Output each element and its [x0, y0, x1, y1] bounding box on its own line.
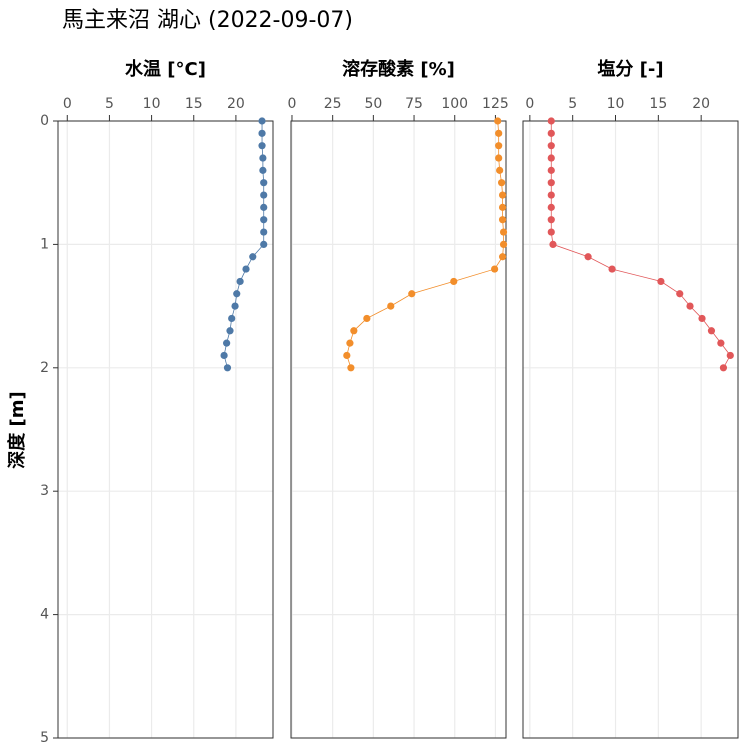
profile-point — [547, 154, 555, 162]
x-tick-label: 0 — [525, 96, 534, 112]
profile-point — [498, 253, 507, 261]
profile-point — [260, 228, 268, 236]
x-tick-label: 10 — [143, 96, 161, 112]
profile-point — [495, 129, 503, 137]
profile-point — [236, 277, 244, 286]
chart-title: 馬主来沼 湖心 (2022-09-07) — [62, 8, 353, 33]
profile-point — [408, 290, 416, 298]
profile-point — [547, 203, 555, 211]
profile-point — [260, 179, 268, 187]
profile-point — [498, 203, 507, 211]
profile-point — [259, 166, 267, 174]
profile-point — [258, 142, 266, 150]
panel-border — [290, 120, 507, 739]
x-tick-label: 5 — [105, 96, 114, 112]
profile-point — [494, 117, 502, 125]
profile-point — [499, 228, 508, 236]
x-tick-label: 125 — [482, 96, 509, 112]
profile-point — [547, 191, 555, 199]
panel-title: 溶存酸素 [%] — [342, 58, 455, 80]
profile-point — [547, 166, 555, 174]
profile-point — [698, 314, 706, 323]
profile-point — [608, 265, 616, 273]
profile-point — [233, 290, 241, 298]
y-tick-label: 3 — [40, 483, 49, 499]
panel-border — [522, 120, 739, 739]
profile-point — [228, 314, 236, 323]
panel-title: 水温 [°C] — [125, 58, 206, 80]
profile-point — [231, 302, 239, 310]
profile-point — [363, 314, 371, 323]
profile-point — [346, 339, 354, 347]
profile-point — [249, 253, 257, 261]
profile-point — [259, 154, 267, 162]
y-tick-label: 1 — [40, 236, 49, 252]
profile-point — [350, 327, 358, 335]
profile-point — [547, 142, 555, 150]
profile-point — [242, 265, 250, 273]
panel-border — [57, 120, 274, 739]
profile-point — [223, 364, 232, 372]
profile-point — [498, 216, 507, 224]
profile-point — [547, 129, 555, 137]
profile-point — [347, 364, 355, 372]
profile-point — [498, 191, 507, 199]
x-tick-label: 75 — [405, 96, 423, 112]
profile-point — [491, 265, 499, 273]
x-tick-label: 20 — [692, 96, 710, 112]
y-axis-label: 深度 [m] — [6, 391, 28, 468]
profile-point — [223, 339, 231, 347]
profile-point — [717, 339, 725, 347]
y-tick-label: 2 — [40, 360, 49, 376]
profile-point — [343, 351, 351, 360]
y-tick-label: 0 — [40, 113, 49, 129]
profile-point — [686, 302, 694, 310]
x-tick-label: 15 — [649, 96, 667, 112]
profile-point — [719, 364, 728, 372]
profile-point — [726, 351, 734, 360]
profile-point — [547, 179, 555, 187]
y-tick-label: 4 — [40, 607, 49, 623]
x-tick-label: 20 — [227, 96, 245, 112]
profile-point — [498, 179, 506, 187]
profile-point — [676, 290, 684, 298]
profile-point — [226, 327, 234, 335]
x-tick-label: 15 — [185, 96, 203, 112]
x-tick-label: 10 — [607, 96, 625, 112]
profile-point — [387, 302, 395, 310]
x-tick-label: 0 — [63, 96, 72, 112]
profile-point — [707, 327, 716, 335]
profile-point — [547, 117, 555, 125]
profile-point — [547, 228, 555, 236]
profile-point — [495, 154, 503, 162]
profile-point — [584, 253, 592, 261]
profile-point — [258, 117, 266, 125]
x-tick-label: 50 — [364, 96, 382, 112]
panel-title: 塩分 [-] — [597, 58, 663, 80]
y-tick-label: 5 — [40, 730, 49, 746]
profile-point — [657, 277, 665, 286]
profile-point — [547, 216, 555, 224]
x-tick-label: 0 — [288, 96, 297, 112]
profile-point — [258, 129, 266, 137]
profile-point — [499, 240, 508, 248]
profile-point — [496, 166, 504, 174]
profile-point — [450, 277, 458, 286]
profile-point — [549, 240, 557, 248]
profile-point — [260, 191, 268, 199]
profile-point — [260, 203, 268, 211]
profile-point — [495, 142, 503, 150]
x-tick-label: 100 — [441, 96, 468, 112]
x-tick-label: 25 — [324, 96, 342, 112]
profile-point — [220, 351, 228, 360]
profile-point — [260, 240, 268, 248]
profile-point — [260, 216, 268, 224]
x-tick-label: 5 — [568, 96, 577, 112]
